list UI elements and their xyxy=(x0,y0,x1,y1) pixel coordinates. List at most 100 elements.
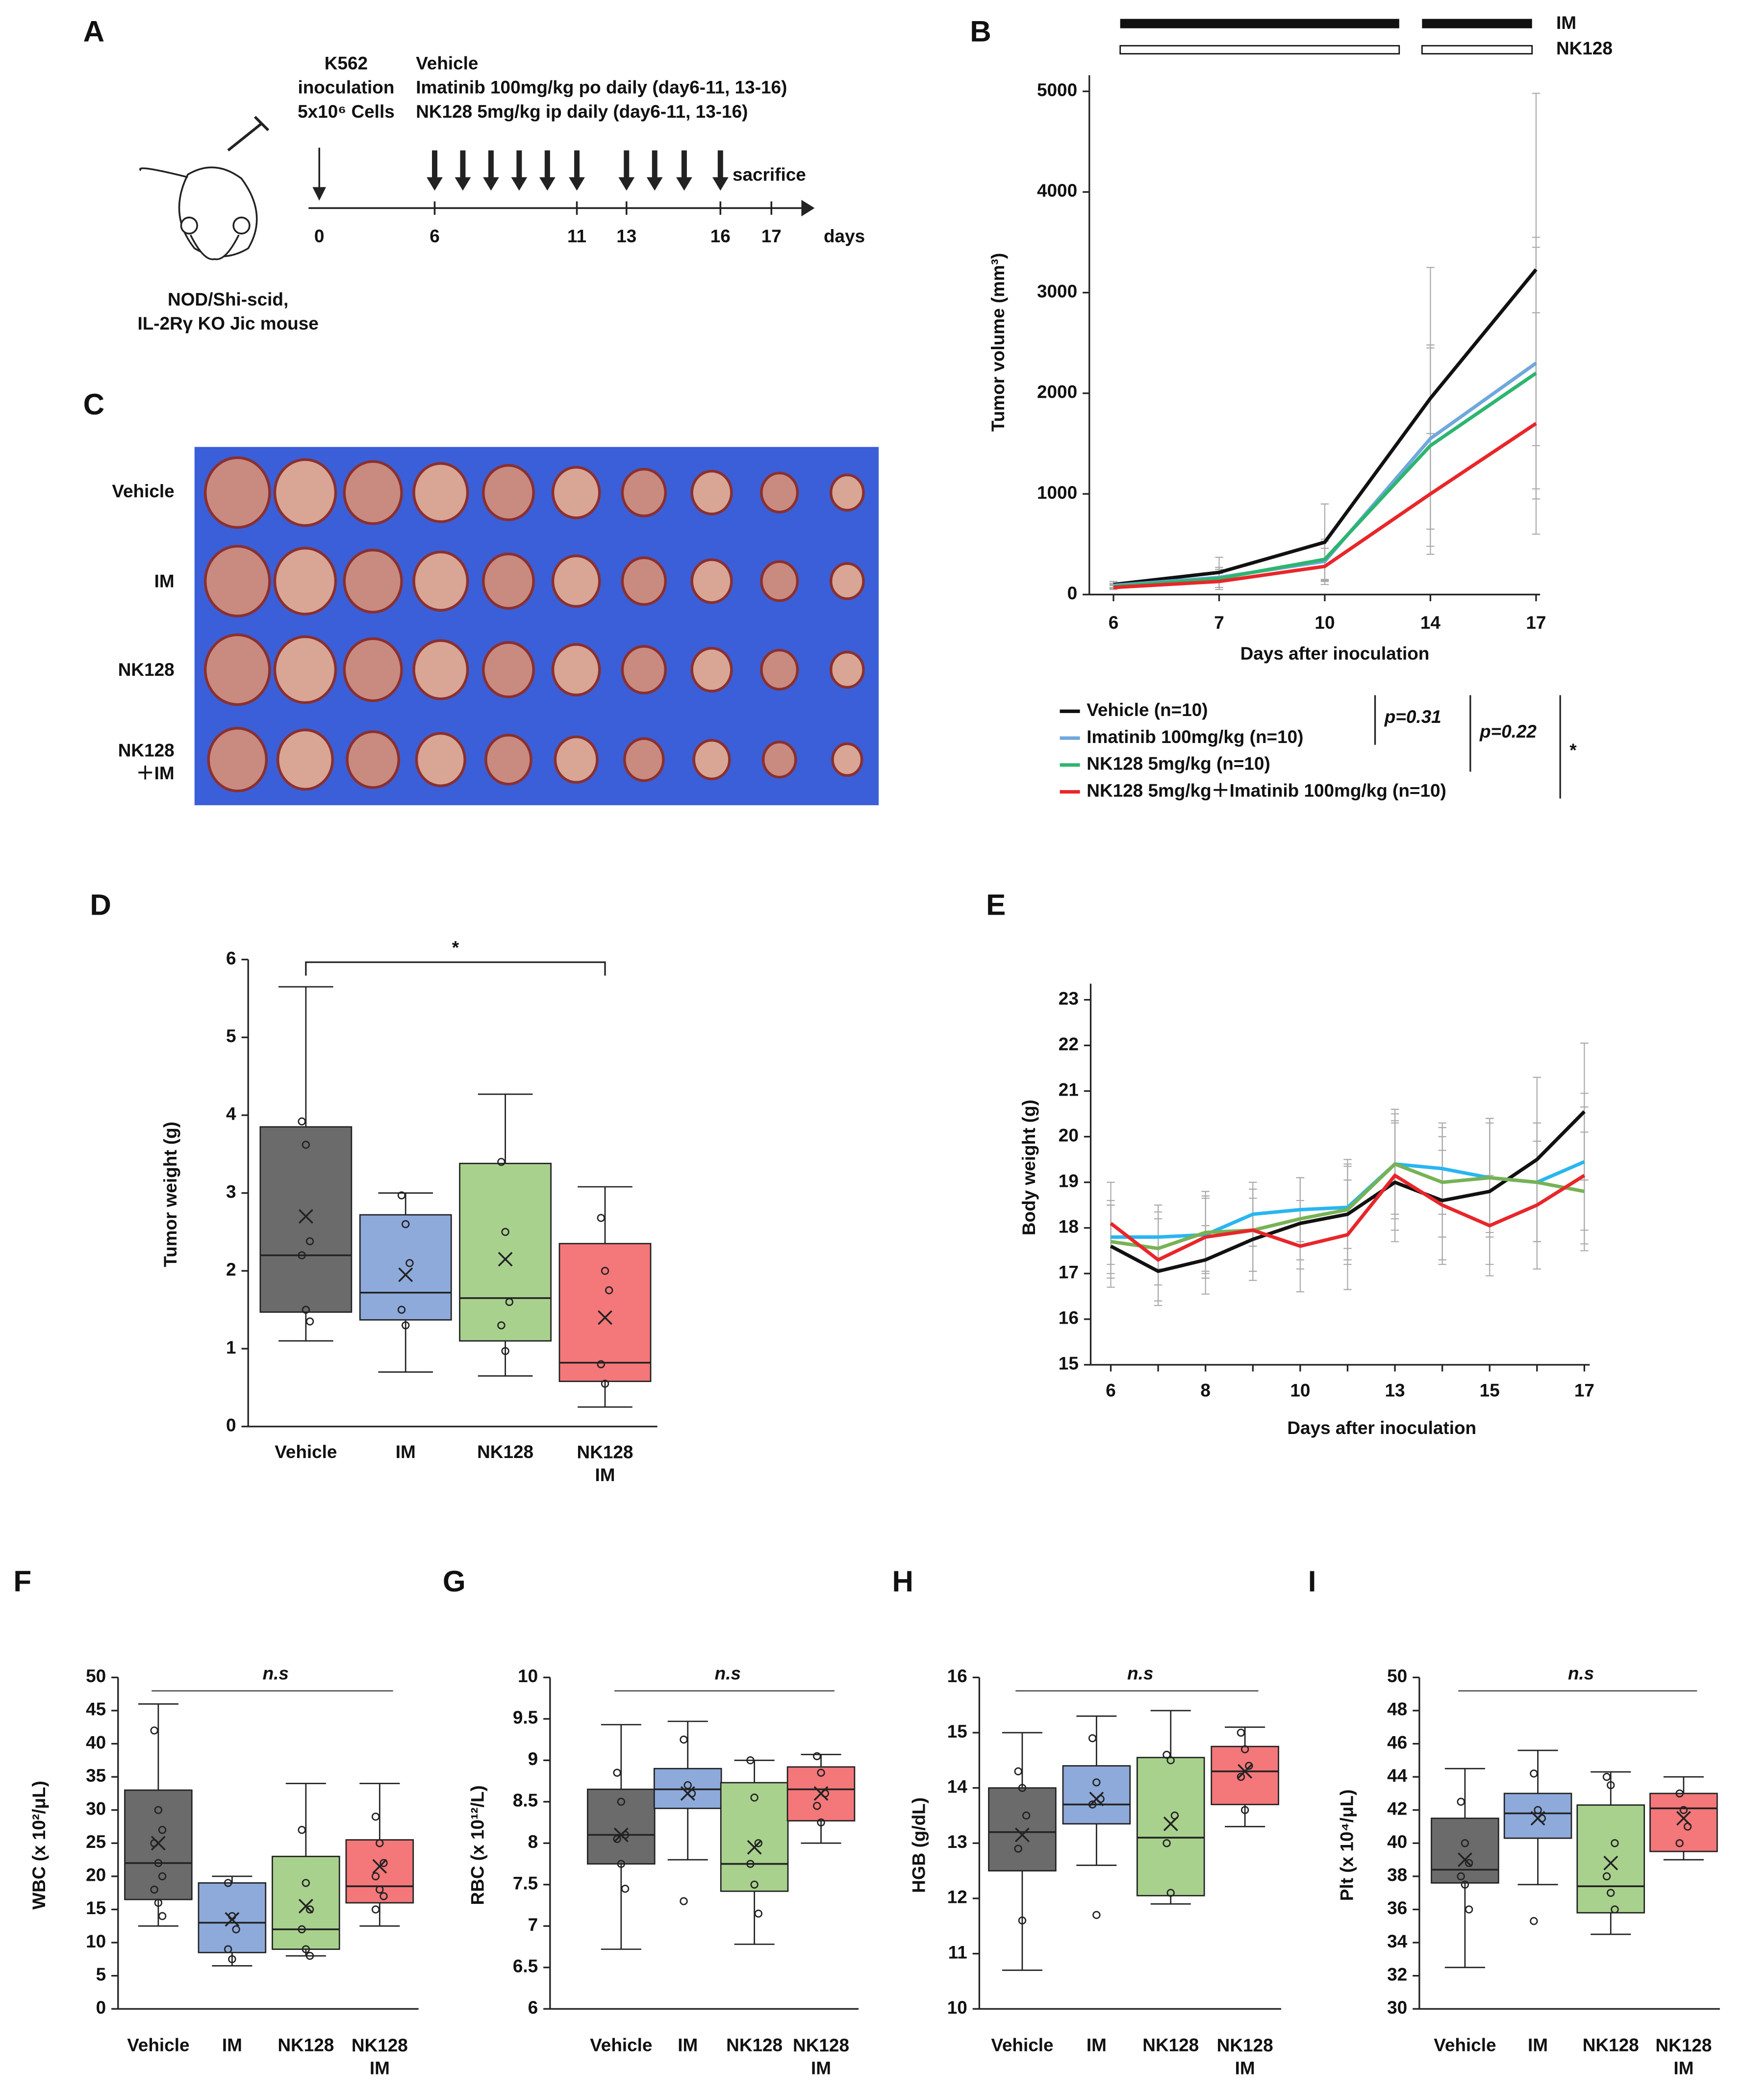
point xyxy=(1237,1772,1245,1781)
y-tick-label: 6.5 xyxy=(513,1956,538,1976)
mean xyxy=(813,1786,829,1801)
mean xyxy=(298,1898,313,1914)
point xyxy=(402,1220,410,1229)
point xyxy=(680,1897,688,1905)
point xyxy=(680,1735,688,1744)
point xyxy=(1675,1789,1684,1798)
mean xyxy=(498,1252,513,1267)
point xyxy=(601,1267,609,1275)
x-tick-label: 17 xyxy=(1526,613,1546,633)
point xyxy=(1675,1839,1684,1847)
point xyxy=(397,1191,406,1200)
y-tick-label: 45 xyxy=(86,1699,106,1719)
y-tick-label: 15 xyxy=(947,1721,967,1741)
panel-label: E xyxy=(986,889,1006,922)
point xyxy=(597,1360,606,1368)
p-value: p=0.31 xyxy=(1384,707,1441,727)
text: NOD/Shi-scid, xyxy=(168,289,288,309)
point xyxy=(1163,1750,1171,1759)
tumor xyxy=(829,650,865,689)
box xyxy=(988,1787,1057,1871)
point xyxy=(1611,1905,1619,1914)
mean xyxy=(1163,1816,1178,1831)
tumor xyxy=(484,734,532,786)
point xyxy=(1014,1844,1022,1853)
row-label: NK128 xyxy=(118,660,175,680)
x-tick-label: 15 xyxy=(1480,1380,1500,1400)
significance: n.s xyxy=(715,1664,741,1684)
x-tick-label: NK128 xyxy=(1142,2035,1199,2055)
x-axis-label: Days after inoculation xyxy=(1240,643,1430,664)
x-tick-label: IM xyxy=(678,2035,698,2055)
y-tick-label: 5 xyxy=(96,1964,106,1984)
y-tick-label: 9.5 xyxy=(513,1708,538,1728)
row-label: IM xyxy=(154,571,175,591)
point xyxy=(397,1306,406,1314)
y-tick-label: 0 xyxy=(226,1415,236,1435)
y-axis-label: Plt (x 10⁴/μL) xyxy=(1337,1790,1357,1901)
y-tick-label: 8.5 xyxy=(513,1791,538,1811)
y-tick-label: 4 xyxy=(226,1104,236,1124)
treatment-bar xyxy=(1422,19,1532,28)
point xyxy=(1088,1800,1097,1809)
day-label: 6 xyxy=(430,226,440,246)
point xyxy=(754,1909,763,1918)
y-tick-label: 20 xyxy=(86,1865,106,1885)
y-tick-label: 44 xyxy=(1387,1766,1408,1786)
x-tick-label: 7 xyxy=(1214,613,1224,633)
tumor xyxy=(829,473,865,512)
x-tick-label: 14 xyxy=(1420,613,1441,633)
legend-label: NK128 5mg/kg (n=10) xyxy=(1087,754,1270,774)
point xyxy=(1014,1767,1022,1776)
point xyxy=(150,1726,158,1735)
mean xyxy=(372,1859,387,1874)
point xyxy=(1018,1784,1027,1792)
point xyxy=(298,1826,306,1834)
point xyxy=(376,1885,384,1894)
point xyxy=(617,1797,626,1806)
y-tick-label: 40 xyxy=(1387,1832,1407,1852)
day-label: days xyxy=(824,226,865,246)
x-tick-label: 10 xyxy=(1290,1380,1310,1400)
y-tick-label: 11 xyxy=(948,1942,967,1962)
x-tick-label: IM xyxy=(1087,2035,1107,2055)
y-tick-label: 32 xyxy=(1387,1964,1407,1984)
y-tick-label: 6 xyxy=(528,1998,538,2018)
text: Vehicle xyxy=(416,53,478,73)
mean xyxy=(1238,1764,1253,1779)
series-line xyxy=(1110,1173,1586,1262)
x-tick-label: NK128 IM xyxy=(1217,2035,1273,2078)
y-tick-label: 10 xyxy=(518,1666,538,1686)
point xyxy=(1088,1734,1097,1742)
row-label: Vehicle xyxy=(112,481,174,501)
tumor xyxy=(621,645,667,694)
point xyxy=(1163,1839,1171,1847)
point xyxy=(305,1951,314,1960)
tumor xyxy=(554,735,599,784)
x-tick-label: 8 xyxy=(1200,1380,1211,1400)
tumor xyxy=(482,464,535,521)
y-tick-label: 35 xyxy=(86,1766,106,1786)
point xyxy=(1611,1839,1619,1847)
point xyxy=(605,1286,613,1295)
x-tick-label: NK128 xyxy=(278,2035,334,2055)
point xyxy=(154,1898,163,1907)
tumor xyxy=(690,469,733,515)
point xyxy=(232,1925,240,1934)
y-tick-label: 50 xyxy=(86,1666,106,1686)
y-tick-label: 20 xyxy=(1059,1125,1079,1145)
point xyxy=(501,1347,509,1355)
box xyxy=(198,1882,267,1953)
box xyxy=(1431,1818,1499,1884)
y-tick-label: 5 xyxy=(226,1026,236,1046)
point xyxy=(817,1818,825,1827)
y-tick-label: 30 xyxy=(86,1798,106,1818)
treatment-label: NK128 xyxy=(1556,38,1613,58)
point xyxy=(302,1879,310,1887)
tumor xyxy=(621,467,667,517)
y-tick-label: 34 xyxy=(1387,1931,1408,1951)
tumor xyxy=(760,560,799,602)
tumor xyxy=(203,545,271,617)
point xyxy=(1679,1806,1688,1814)
tumor xyxy=(692,739,731,780)
